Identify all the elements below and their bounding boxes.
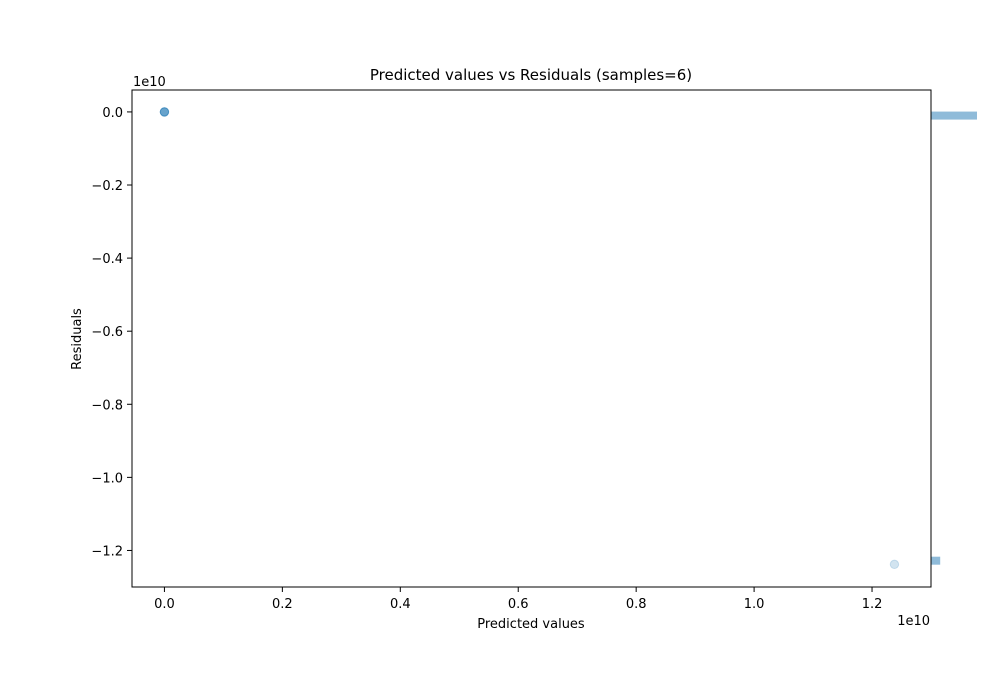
y-tick-label: −0.6: [91, 325, 123, 340]
histogram-bar: [931, 556, 941, 565]
y-axis-exponent: 1e10: [133, 75, 166, 90]
marginal-histogram: [931, 111, 977, 565]
scatter-point: [159, 107, 170, 117]
x-tick-label: 0.6: [508, 597, 529, 612]
chart-title: Predicted values vs Residuals (samples=6…: [370, 66, 692, 84]
plot-area-frame: [131, 89, 932, 588]
x-tick-label: 0.0: [154, 597, 175, 612]
histogram-bar: [931, 111, 977, 120]
scatter-point: [159, 107, 170, 117]
y-tick-label: −0.2: [91, 179, 123, 194]
x-tick-label: 0.2: [272, 597, 293, 612]
scatter-point: [159, 107, 170, 117]
y-tick-label: 0.0: [102, 106, 123, 121]
scatter-points: [159, 107, 900, 570]
scatter-point: [159, 107, 170, 117]
y-tick-label: −1.2: [91, 544, 123, 559]
scatter-point: [159, 107, 170, 117]
y-axis-label: Residuals: [70, 308, 85, 370]
y-axis-ticks: 0.0 −0.2 −0.4 −0.6 −0.8 −1.0 −1.2: [91, 106, 132, 559]
scatter-point: [889, 559, 900, 570]
x-axis-ticks: 0.0 0.2 0.4 0.6 0.8 1.0 1.2: [154, 587, 882, 612]
x-tick-label: 0.4: [390, 597, 411, 612]
x-axis-exponent: 1e10: [897, 614, 930, 629]
x-tick-label: 0.8: [626, 597, 647, 612]
x-tick-label: 1.2: [862, 597, 883, 612]
y-tick-label: −0.4: [91, 252, 123, 267]
x-tick-label: 1.0: [744, 597, 765, 612]
y-tick-label: −0.8: [91, 398, 123, 413]
y-tick-label: −1.0: [91, 471, 123, 486]
x-axis-label: Predicted values: [477, 617, 585, 632]
